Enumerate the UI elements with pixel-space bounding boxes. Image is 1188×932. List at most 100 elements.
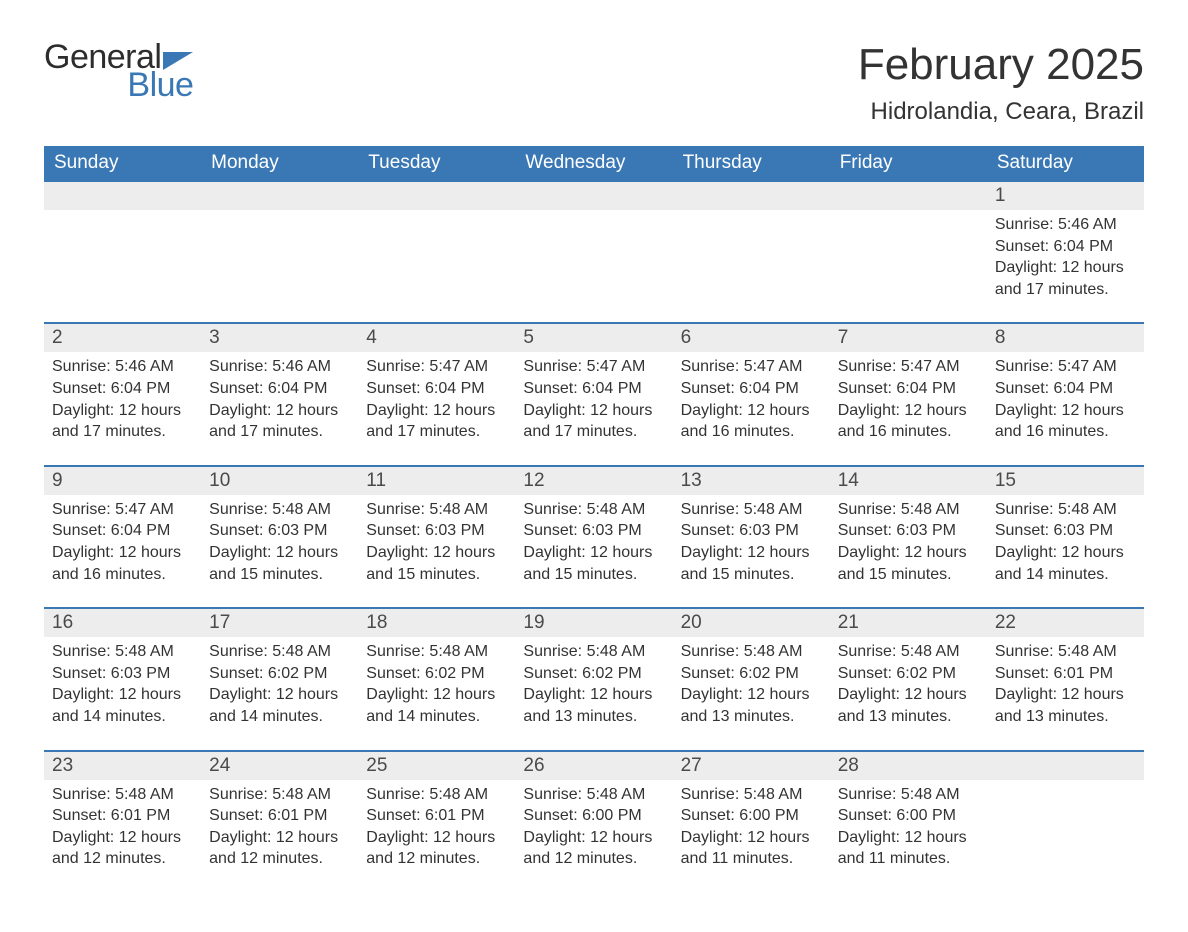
day-number-empty xyxy=(44,181,201,210)
day-number-empty xyxy=(673,181,830,210)
sunrise-line: Sunrise: 5:48 AM xyxy=(366,641,507,663)
week-detail-row: Sunrise: 5:46 AMSunset: 6:04 PMDaylight:… xyxy=(44,352,1144,465)
sunrise-line: Sunrise: 5:48 AM xyxy=(209,499,350,521)
week-daynum-row: 2345678 xyxy=(44,323,1144,352)
daylight-line: Daylight: 12 hours and 15 minutes. xyxy=(209,542,350,585)
week-daynum-row: 16171819202122 xyxy=(44,608,1144,637)
sunset-line: Sunset: 6:04 PM xyxy=(366,378,507,400)
day-number: 10 xyxy=(201,466,358,495)
sunrise-line: Sunrise: 5:48 AM xyxy=(52,784,193,806)
day-detail: Sunrise: 5:47 AMSunset: 6:04 PMDaylight:… xyxy=(515,352,672,465)
sunrise-line: Sunrise: 5:47 AM xyxy=(838,356,979,378)
day-number: 1 xyxy=(987,181,1144,210)
sunrise-line: Sunrise: 5:48 AM xyxy=(838,784,979,806)
sunset-line: Sunset: 6:01 PM xyxy=(209,805,350,827)
day-detail: Sunrise: 5:47 AMSunset: 6:04 PMDaylight:… xyxy=(830,352,987,465)
title-block: February 2025 Hidrolandia, Ceara, Brazil xyxy=(858,40,1144,126)
day-detail-empty xyxy=(358,210,515,323)
day-number-empty xyxy=(358,181,515,210)
sunrise-line: Sunrise: 5:48 AM xyxy=(523,499,664,521)
daylight-line: Daylight: 12 hours and 14 minutes. xyxy=(995,542,1136,585)
day-number: 27 xyxy=(673,751,830,780)
day-number-empty xyxy=(830,181,987,210)
sunrise-line: Sunrise: 5:48 AM xyxy=(52,641,193,663)
day-number: 5 xyxy=(515,323,672,352)
sunset-line: Sunset: 6:02 PM xyxy=(681,663,822,685)
sunrise-line: Sunrise: 5:48 AM xyxy=(366,499,507,521)
daylight-line: Daylight: 12 hours and 12 minutes. xyxy=(52,827,193,870)
day-detail: Sunrise: 5:48 AMSunset: 6:03 PMDaylight:… xyxy=(201,495,358,608)
sunset-line: Sunset: 6:04 PM xyxy=(838,378,979,400)
week-detail-row: Sunrise: 5:48 AMSunset: 6:01 PMDaylight:… xyxy=(44,780,1144,892)
sunrise-line: Sunrise: 5:47 AM xyxy=(523,356,664,378)
daylight-line: Daylight: 12 hours and 12 minutes. xyxy=(523,827,664,870)
day-number: 24 xyxy=(201,751,358,780)
day-detail: Sunrise: 5:46 AMSunset: 6:04 PMDaylight:… xyxy=(201,352,358,465)
sunset-line: Sunset: 6:03 PM xyxy=(366,520,507,542)
day-number: 21 xyxy=(830,608,987,637)
sunrise-line: Sunrise: 5:48 AM xyxy=(523,784,664,806)
day-number: 28 xyxy=(830,751,987,780)
sunset-line: Sunset: 6:04 PM xyxy=(995,378,1136,400)
day-number: 7 xyxy=(830,323,987,352)
sunrise-line: Sunrise: 5:48 AM xyxy=(209,784,350,806)
sunrise-line: Sunrise: 5:47 AM xyxy=(681,356,822,378)
day-detail: Sunrise: 5:47 AMSunset: 6:04 PMDaylight:… xyxy=(44,495,201,608)
sunset-line: Sunset: 6:02 PM xyxy=(523,663,664,685)
sunrise-line: Sunrise: 5:48 AM xyxy=(838,641,979,663)
day-number: 23 xyxy=(44,751,201,780)
sunset-line: Sunset: 6:00 PM xyxy=(523,805,664,827)
weekday-header: Saturday xyxy=(987,146,1144,181)
daylight-line: Daylight: 12 hours and 11 minutes. xyxy=(681,827,822,870)
day-number-empty xyxy=(987,751,1144,780)
day-detail: Sunrise: 5:46 AMSunset: 6:04 PMDaylight:… xyxy=(44,352,201,465)
daylight-line: Daylight: 12 hours and 14 minutes. xyxy=(209,684,350,727)
day-detail: Sunrise: 5:48 AMSunset: 6:03 PMDaylight:… xyxy=(358,495,515,608)
day-detail: Sunrise: 5:48 AMSunset: 6:03 PMDaylight:… xyxy=(44,637,201,750)
day-number: 14 xyxy=(830,466,987,495)
sunrise-line: Sunrise: 5:47 AM xyxy=(52,499,193,521)
day-detail: Sunrise: 5:48 AMSunset: 6:02 PMDaylight:… xyxy=(830,637,987,750)
sunrise-line: Sunrise: 5:48 AM xyxy=(209,641,350,663)
day-number: 11 xyxy=(358,466,515,495)
day-detail: Sunrise: 5:48 AMSunset: 6:03 PMDaylight:… xyxy=(673,495,830,608)
day-detail: Sunrise: 5:47 AMSunset: 6:04 PMDaylight:… xyxy=(987,352,1144,465)
sunset-line: Sunset: 6:02 PM xyxy=(366,663,507,685)
daylight-line: Daylight: 12 hours and 16 minutes. xyxy=(838,400,979,443)
calendar-body: 1Sunrise: 5:46 AMSunset: 6:04 PMDaylight… xyxy=(44,181,1144,892)
day-detail: Sunrise: 5:47 AMSunset: 6:04 PMDaylight:… xyxy=(358,352,515,465)
daylight-line: Daylight: 12 hours and 16 minutes. xyxy=(995,400,1136,443)
daylight-line: Daylight: 12 hours and 16 minutes. xyxy=(52,542,193,585)
sunset-line: Sunset: 6:00 PM xyxy=(681,805,822,827)
sunset-line: Sunset: 6:04 PM xyxy=(681,378,822,400)
weekday-header: Friday xyxy=(830,146,987,181)
day-detail: Sunrise: 5:48 AMSunset: 6:02 PMDaylight:… xyxy=(358,637,515,750)
day-number: 25 xyxy=(358,751,515,780)
daylight-line: Daylight: 12 hours and 17 minutes. xyxy=(995,257,1136,300)
daylight-line: Daylight: 12 hours and 14 minutes. xyxy=(52,684,193,727)
sunset-line: Sunset: 6:00 PM xyxy=(838,805,979,827)
day-detail: Sunrise: 5:48 AMSunset: 6:01 PMDaylight:… xyxy=(987,637,1144,750)
month-title: February 2025 xyxy=(858,40,1144,90)
day-detail: Sunrise: 5:48 AMSunset: 6:00 PMDaylight:… xyxy=(515,780,672,892)
day-number: 15 xyxy=(987,466,1144,495)
sunset-line: Sunset: 6:02 PM xyxy=(209,663,350,685)
sunset-line: Sunset: 6:01 PM xyxy=(366,805,507,827)
day-number: 6 xyxy=(673,323,830,352)
daylight-line: Daylight: 12 hours and 16 minutes. xyxy=(681,400,822,443)
sunset-line: Sunset: 6:04 PM xyxy=(995,236,1136,258)
sunrise-line: Sunrise: 5:47 AM xyxy=(995,356,1136,378)
sunrise-line: Sunrise: 5:48 AM xyxy=(366,784,507,806)
calendar-table: SundayMondayTuesdayWednesdayThursdayFrid… xyxy=(44,146,1144,892)
logo: General Blue xyxy=(44,40,193,102)
sunrise-line: Sunrise: 5:46 AM xyxy=(209,356,350,378)
week-detail-row: Sunrise: 5:47 AMSunset: 6:04 PMDaylight:… xyxy=(44,495,1144,608)
sunrise-line: Sunrise: 5:48 AM xyxy=(995,499,1136,521)
day-number: 4 xyxy=(358,323,515,352)
day-detail-empty xyxy=(515,210,672,323)
week-daynum-row: 1 xyxy=(44,181,1144,210)
sunrise-line: Sunrise: 5:48 AM xyxy=(523,641,664,663)
day-number: 3 xyxy=(201,323,358,352)
day-number: 8 xyxy=(987,323,1144,352)
day-number: 17 xyxy=(201,608,358,637)
